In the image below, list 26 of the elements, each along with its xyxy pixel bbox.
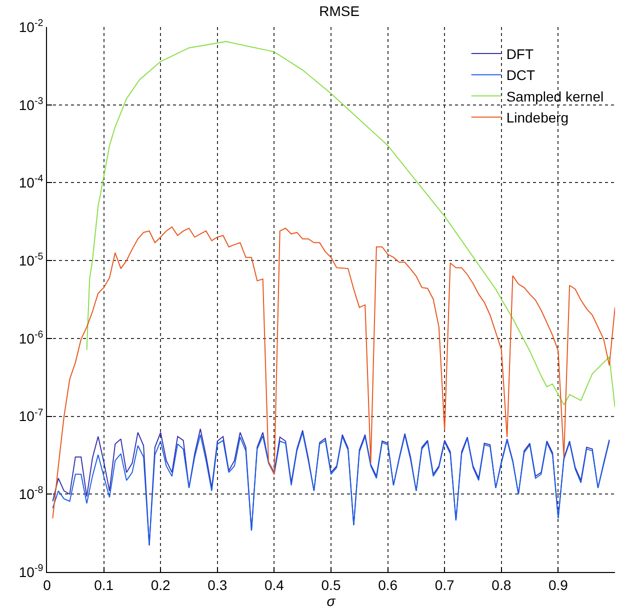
y-tick-label: 10$^{-4}$ <box>18 174 44 191</box>
legend-label: DCT <box>506 67 536 84</box>
x-tick-label: 0.8 <box>492 576 512 593</box>
y-tick-label: 10$^{-5}$ <box>18 252 44 268</box>
y-tick-label: 10$^{-7}$ <box>18 407 44 424</box>
x-tick-label: 0 <box>43 576 52 593</box>
x-tick-label: 0.3 <box>208 576 228 593</box>
y-tick-label: 10$^{-3}$ <box>18 96 44 113</box>
chart-title: RMSE <box>319 2 360 19</box>
x-axis-title: σ <box>326 592 336 609</box>
legend-label: DFT <box>506 46 534 62</box>
x-tick-label: 0.1 <box>94 576 114 593</box>
line-series <box>86 41 615 408</box>
x-tick-label: 0.2 <box>150 576 171 593</box>
x-tick-label: 0.4 <box>264 576 284 593</box>
legend-label: Sampled kernel <box>506 88 604 104</box>
y-tick-label: 10$^{-8}$ <box>18 485 44 502</box>
y-tick-label: 10$^{-2}$ <box>18 18 44 35</box>
x-tick-label: 0.6 <box>378 576 398 593</box>
line-series <box>52 226 615 519</box>
x-tick-label: 0.5 <box>321 576 341 593</box>
y-tick-label: 10$^{-6}$ <box>18 329 44 346</box>
y-tick-label: 10$^{-9}$ <box>18 563 44 580</box>
x-tick-label: 0.9 <box>548 576 568 593</box>
x-tick-label: 0.7 <box>434 576 455 593</box>
legend-label: Lindeberg <box>506 110 569 126</box>
